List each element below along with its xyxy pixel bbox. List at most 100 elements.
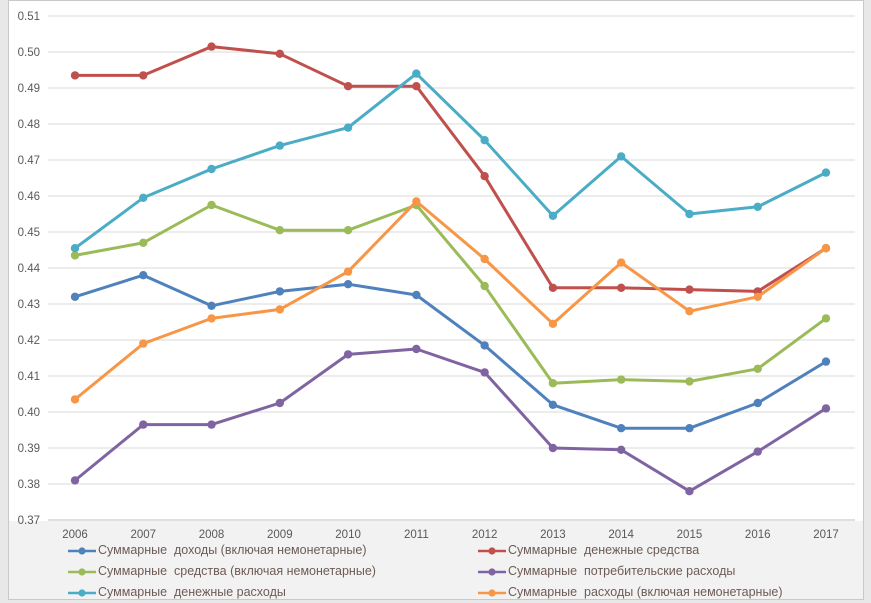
legend-label: Суммарные доходы (включая немонетарные) (98, 543, 367, 558)
series-marker-1 (275, 49, 285, 58)
x-axis-label: 2012 (472, 529, 498, 541)
x-axis-label: 2016 (745, 529, 771, 541)
x-axis-label: 2015 (677, 529, 703, 541)
series-marker-2 (685, 377, 694, 386)
legend-marker-icon (478, 588, 506, 597)
y-axis-label: 0.49 (18, 83, 40, 95)
x-axis-label: 2008 (199, 529, 225, 541)
series-marker-5 (275, 305, 285, 314)
series-marker-3 (139, 420, 148, 429)
legend-label: Суммарные расходы (включая немонетарные) (508, 585, 783, 600)
series-marker-5 (343, 267, 353, 276)
series-marker-2 (139, 238, 148, 247)
series-line-2 (73, 203, 828, 385)
series-marker-0 (685, 424, 694, 433)
series-marker-3 (685, 487, 694, 496)
series-marker-1 (685, 285, 694, 294)
series-line-1 (73, 45, 828, 293)
series-marker-4 (685, 209, 694, 219)
legend-item-1: Суммарные денежные средства (477, 544, 837, 557)
series-marker-2 (548, 379, 558, 388)
series-marker-2 (207, 200, 216, 210)
series-marker-0 (343, 280, 353, 289)
series-marker-4 (412, 69, 421, 78)
series-marker-5 (685, 307, 694, 316)
y-axis-label: 0.40 (18, 407, 40, 419)
x-axis-label: 2013 (540, 529, 566, 541)
legend-label: Суммарные средства (включая немонетарные… (98, 564, 376, 579)
legend-label: Суммарные денежные расходы (98, 585, 286, 600)
legend-label: Суммарные денежные средства (508, 543, 700, 558)
series-marker-4 (480, 136, 489, 145)
series-marker-0 (207, 301, 216, 310)
series-line-5 (73, 199, 828, 401)
series-marker-0 (548, 400, 558, 409)
legend-marker-icon (478, 567, 506, 576)
series-marker-3 (343, 350, 353, 359)
series-marker-0 (275, 287, 285, 296)
series-marker-3 (412, 344, 421, 354)
series-marker-0 (616, 424, 626, 433)
footer-band (9, 521, 863, 599)
y-axis-label: 0.37 (18, 515, 40, 527)
series-marker-1 (412, 82, 421, 91)
series-marker-3 (275, 398, 285, 408)
y-axis-label: 0.43 (18, 299, 40, 311)
legend-label: Суммарные потребительские расходы (508, 564, 736, 579)
x-axis-label: 2006 (62, 529, 88, 541)
series-marker-3 (616, 445, 626, 454)
series-marker-4 (821, 168, 831, 177)
series-marker-5 (70, 395, 80, 404)
legend-marker-icon (68, 546, 96, 555)
series-marker-2 (753, 364, 762, 373)
series-marker-4 (207, 164, 216, 174)
x-axis-label: 2007 (130, 529, 156, 541)
x-axis-label: 2009 (267, 529, 293, 541)
series-marker-5 (616, 258, 626, 267)
series-marker-2 (616, 375, 626, 384)
legend-item-5: Суммарные расходы (включая немонетарные) (477, 586, 837, 599)
y-axis-label: 0.44 (18, 263, 41, 275)
series-marker-1 (207, 42, 216, 51)
x-axis-label: 2014 (608, 529, 634, 541)
series-marker-0 (821, 357, 831, 366)
y-axis-label: 0.51 (18, 11, 40, 23)
series-marker-4 (753, 202, 762, 211)
series-line-0 (73, 273, 828, 430)
series-line-4 (73, 72, 828, 250)
y-axis-label: 0.38 (18, 479, 40, 491)
series-marker-3 (480, 368, 489, 377)
chart-svg: 0.51 0.50 0.49 0.48 0.47 0.46 0.45 0.44 0.43 0.42… (9, 11, 863, 599)
series-marker-3 (821, 404, 831, 413)
x-axis-label: 2010 (335, 529, 361, 541)
series-marker-1 (616, 283, 626, 292)
series-marker-0 (753, 398, 762, 408)
series-marker-0 (139, 271, 148, 280)
x-axis-label: 2011 (404, 529, 429, 541)
legend-marker-icon (478, 546, 506, 555)
series-marker-1 (139, 71, 148, 80)
legend-item-3: Суммарные потребительские расходы (477, 565, 837, 578)
series-marker-5 (480, 254, 489, 264)
series-marker-4 (275, 141, 285, 150)
series-marker-1 (70, 71, 80, 80)
x-axis-label: 2017 (813, 529, 839, 541)
series-marker-4 (343, 123, 353, 132)
series-marker-5 (821, 244, 831, 253)
series-marker-2 (821, 314, 831, 323)
series-marker-5 (753, 292, 762, 301)
series-marker-1 (343, 82, 353, 91)
series-marker-1 (548, 283, 558, 292)
series-marker-3 (753, 447, 762, 456)
y-axis-label: 0.45 (18, 227, 40, 239)
series-marker-2 (275, 226, 285, 235)
legend-item-2: Суммарные средства (включая немонетарные… (67, 565, 477, 578)
legend-item-0: Суммарные доходы (включая немонетарные) (67, 544, 477, 557)
y-axis-label: 0.48 (18, 119, 40, 131)
y-axis-label: 0.39 (18, 443, 40, 455)
series-marker-3 (548, 443, 558, 453)
series-marker-4 (70, 244, 80, 253)
series-marker-4 (139, 193, 148, 202)
series-marker-3 (70, 476, 80, 485)
series-marker-2 (343, 226, 353, 235)
